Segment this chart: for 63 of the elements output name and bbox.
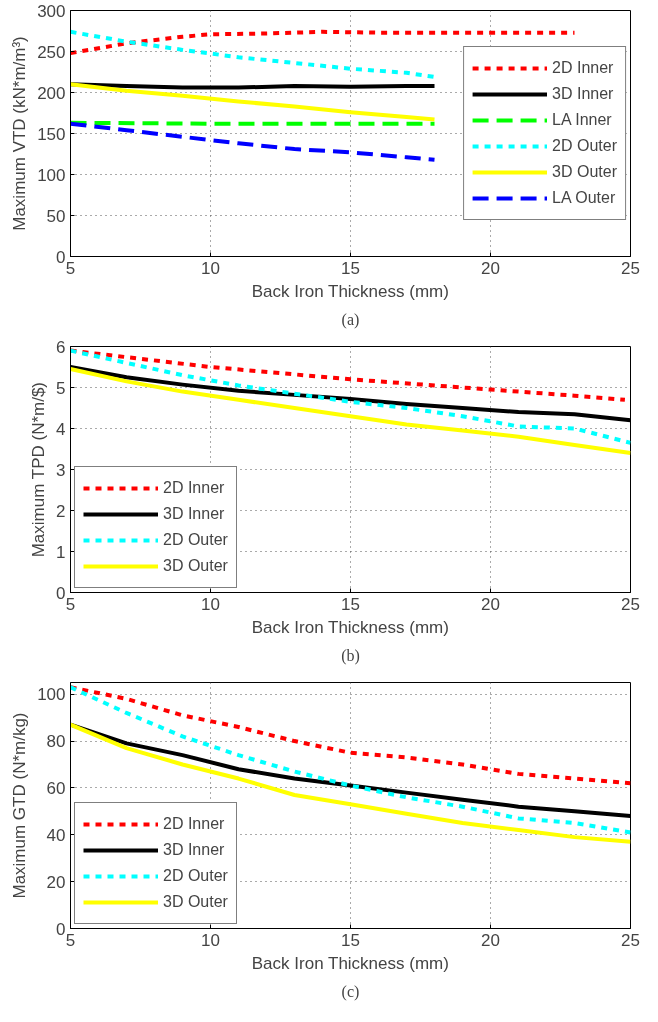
x-tick-label: 15 — [341, 594, 360, 614]
y-tick-label: 200 — [37, 83, 66, 103]
x-tick-label: 15 — [341, 930, 360, 950]
legend-label: 3D Inner — [163, 840, 225, 860]
text: (a) — [341, 310, 360, 329]
y-tick-label: 3 — [56, 460, 66, 480]
y-tick-label: 0 — [56, 919, 66, 939]
legend-label: 2D Outer — [552, 136, 617, 156]
legend-label: 2D Outer — [163, 530, 228, 550]
x-axis-title: Back Iron Thickness (mm) — [251, 953, 449, 973]
legend-label: LA Outer — [552, 188, 616, 208]
y-tick-label: 20 — [46, 872, 66, 892]
x-tick-label: 10 — [201, 930, 220, 950]
line-series — [70, 722, 631, 844]
line-series — [70, 29, 437, 79]
y-tick-label: 40 — [46, 825, 66, 845]
line-series — [70, 121, 437, 162]
x-tick-label: 20 — [481, 594, 500, 614]
x-tick-label: 25 — [621, 594, 640, 614]
y-axis-title: Maximum GTD (N*m/kg) — [10, 712, 30, 899]
x-tick-label: 15 — [341, 258, 360, 278]
y-tick-label: 80 — [46, 732, 66, 752]
legend-label: 2D Outer — [163, 866, 228, 886]
y-tick-label: 150 — [37, 124, 66, 144]
legend-label: 2D Inner — [552, 58, 614, 78]
x-tick-label: 25 — [621, 930, 640, 950]
x-tick-label: 10 — [201, 594, 220, 614]
line-series — [70, 348, 631, 445]
y-tick-label: 300 — [37, 1, 66, 21]
line-series — [70, 29, 577, 56]
y-tick-label: 60 — [46, 778, 66, 798]
y-tick-label: 100 — [37, 685, 66, 705]
line-series — [70, 82, 437, 122]
y-tick-label: 2 — [56, 501, 66, 521]
legend-label: 3D Inner — [552, 84, 614, 104]
legend-label: 3D Outer — [163, 556, 228, 576]
y-tick-label: 1 — [56, 542, 66, 562]
text: (c) — [341, 982, 360, 1001]
line-series — [70, 685, 631, 835]
y-tick-label: 0 — [56, 583, 66, 603]
legend-label: 3D Inner — [163, 504, 225, 524]
x-axis-title: Back Iron Thickness (mm) — [251, 281, 449, 301]
legend-label: 3D Outer — [552, 162, 617, 182]
y-tick-label: 100 — [37, 165, 66, 185]
y-tick-label: 6 — [56, 337, 66, 357]
x-tick-label: 10 — [201, 258, 220, 278]
x-axis-title: Back Iron Thickness (mm) — [251, 617, 449, 637]
legend-label: LA Inner — [552, 110, 612, 130]
text: (b) — [341, 646, 360, 665]
y-tick-label: 5 — [56, 378, 66, 398]
legend-label: 2D Inner — [163, 478, 225, 498]
y-axis-title: Maximum TPD (N*m/$) — [29, 381, 49, 558]
legend-label: 2D Inner — [163, 814, 225, 834]
legend-label: 3D Outer — [163, 892, 228, 912]
x-tick-label: 25 — [621, 258, 640, 278]
y-tick-label: 4 — [56, 419, 66, 439]
x-tick-label: 20 — [481, 258, 500, 278]
y-tick-label: 250 — [37, 42, 66, 62]
y-tick-label: 0 — [56, 247, 66, 267]
x-tick-label: 20 — [481, 930, 500, 950]
y-axis-title: Maximum VTD (kN*m/m³) — [10, 36, 30, 231]
y-tick-label: 50 — [46, 206, 66, 226]
line-series — [70, 367, 631, 456]
